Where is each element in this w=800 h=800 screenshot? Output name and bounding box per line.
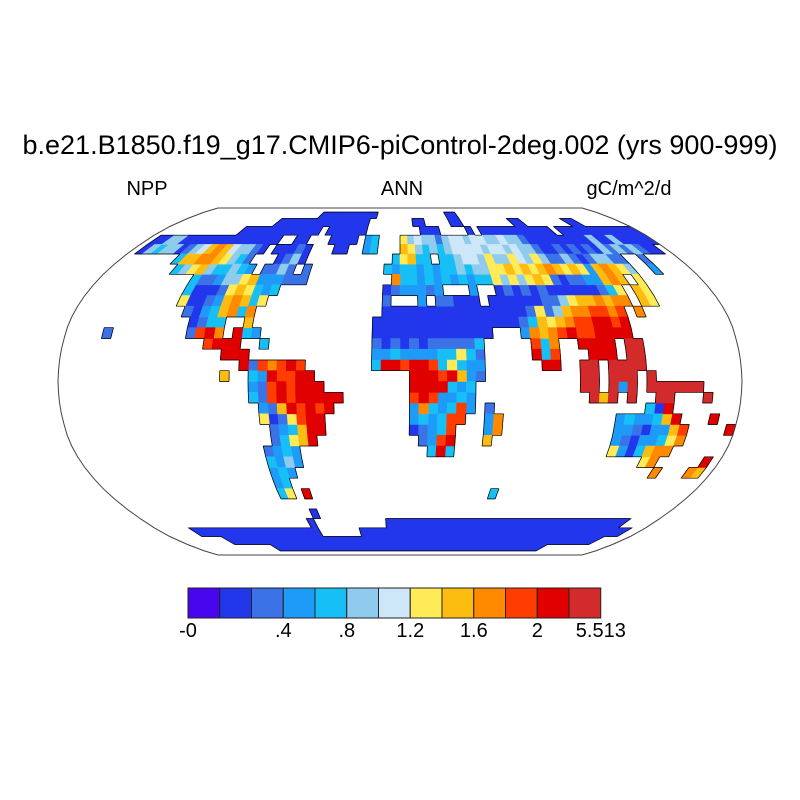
colorbar-cell [441, 587, 475, 619]
colorbar-cell [219, 587, 252, 619]
colorbar-tick-label: 1.6 [460, 620, 488, 642]
colorbar-cell [568, 587, 602, 619]
land-cells [101, 211, 737, 552]
colorbar-tick-label: 2 [532, 620, 543, 642]
colorbar-tick-label: .4 [275, 620, 292, 642]
colorbar-tick-label: .8 [338, 620, 355, 642]
colorbar: -0 .4 .8 1.2 1.6 2 5.513 [179, 587, 626, 642]
colorbar-cell [409, 587, 443, 619]
colorbar-cell [473, 587, 506, 619]
colorbar-cell [282, 587, 316, 619]
colorbar-cell [314, 587, 348, 619]
units-label: gC/m^2/d [586, 178, 672, 200]
colorbar-tick-label: -0 [179, 620, 197, 642]
colorbar-cell [536, 587, 570, 619]
colorbar-cell [187, 587, 221, 619]
colorbar-cell [505, 587, 538, 619]
land-color-group [194, 234, 528, 265]
colorbar-cell [378, 587, 411, 619]
colorbar-tick-label: 1.2 [396, 620, 424, 642]
plot-title: b.e21.B1850.f19_g17.CMIP6-piControl-2deg… [22, 130, 778, 160]
colorbar-cell [251, 587, 284, 619]
colorbar-tick-label: 5.513 [576, 620, 626, 642]
coastlines [101, 211, 737, 552]
colorbar-cell [346, 587, 379, 619]
season-label: ANN [380, 178, 424, 200]
variable-label: NPP [126, 178, 168, 200]
map-outline [57, 207, 743, 556]
